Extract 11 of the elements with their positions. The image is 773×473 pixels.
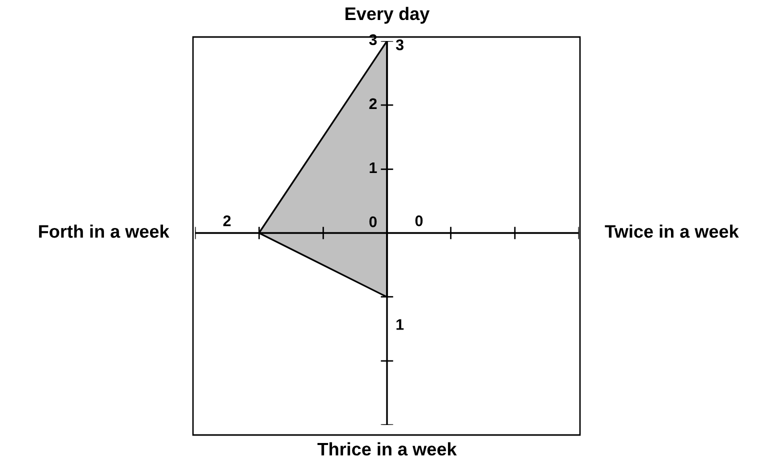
spoke-label: Twice in a week	[604, 224, 739, 238]
data-label: 2	[223, 215, 231, 226]
spoke-label: Every day	[346, 6, 430, 24]
y-tick-label: 0	[369, 216, 377, 228]
spoke-label: Forth in a week	[39, 224, 170, 238]
spoke-label: Thrice in a week	[317, 442, 457, 456]
y-tick-label: 2	[369, 98, 377, 109]
data-label: 0	[415, 215, 423, 226]
data-label: 1	[396, 319, 404, 330]
y-tick-label: 1	[370, 162, 377, 173]
data-label: 3	[396, 39, 404, 50]
